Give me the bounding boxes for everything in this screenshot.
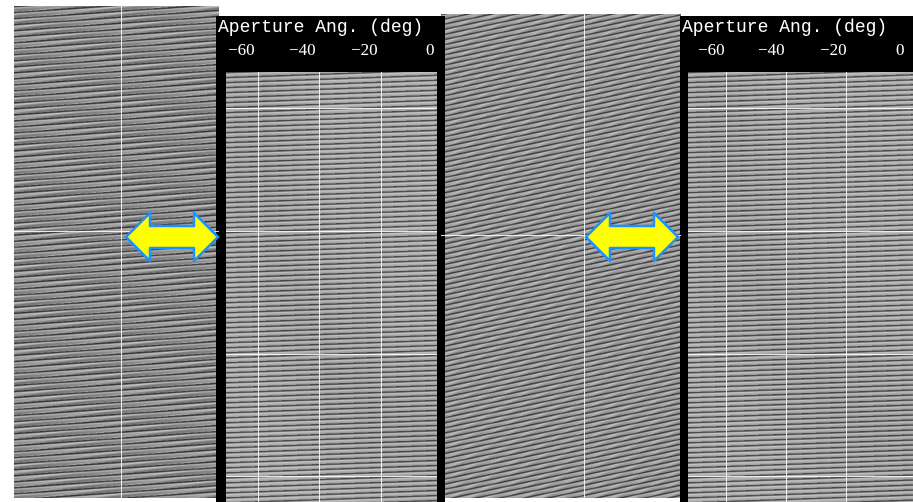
grid-line-vertical (381, 72, 382, 502)
tick-label: 0 (426, 40, 435, 59)
aperture-gather-panel-right: Aperture Ang. (deg) −60 −40 −20 0 (680, 16, 913, 502)
grid-line-horizontal (688, 476, 913, 477)
grid-line-horizontal (688, 354, 913, 355)
grid-line-horizontal (226, 476, 437, 477)
grid-line-vertical (121, 6, 122, 498)
panel-axis-title: Aperture Ang. (deg) (682, 18, 888, 38)
grid-line-horizontal (688, 231, 913, 232)
grid-line-vertical (846, 72, 847, 502)
panel-axis-title: Aperture Ang. (deg) (218, 18, 424, 38)
grid-line-horizontal (14, 231, 219, 232)
seismic-section-middle (441, 14, 681, 498)
grid-line-horizontal (441, 235, 681, 236)
grid-line-horizontal (226, 108, 437, 109)
aperture-gather-panel-left: Aperture Ang. (deg) −60 −40 −20 0 (216, 16, 445, 502)
grid-line-vertical (584, 14, 585, 498)
gather-image-left (226, 72, 437, 502)
seismic-section-left (14, 6, 219, 498)
grid-line-vertical (726, 72, 727, 502)
double-headed-arrow-icon (584, 211, 680, 263)
grid-line-vertical (786, 72, 787, 502)
tick-label: −20 (820, 40, 847, 59)
grid-line-horizontal (688, 108, 913, 109)
grid-line-horizontal (226, 231, 437, 232)
tick-label: 0 (896, 40, 905, 59)
tick-label-row: −60 −40 −20 0 (680, 40, 913, 62)
tick-label: −60 (228, 40, 255, 59)
grid-line-vertical (319, 72, 320, 502)
double-headed-arrow-icon (124, 211, 220, 263)
tick-label: −60 (698, 40, 725, 59)
tick-label: −20 (351, 40, 378, 59)
gather-image-right (688, 72, 913, 502)
tick-label: −40 (758, 40, 785, 59)
grid-line-vertical (258, 72, 259, 502)
tick-label: −40 (289, 40, 316, 59)
tick-label-row: −60 −40 −20 0 (216, 40, 445, 62)
grid-line-horizontal (226, 354, 437, 355)
